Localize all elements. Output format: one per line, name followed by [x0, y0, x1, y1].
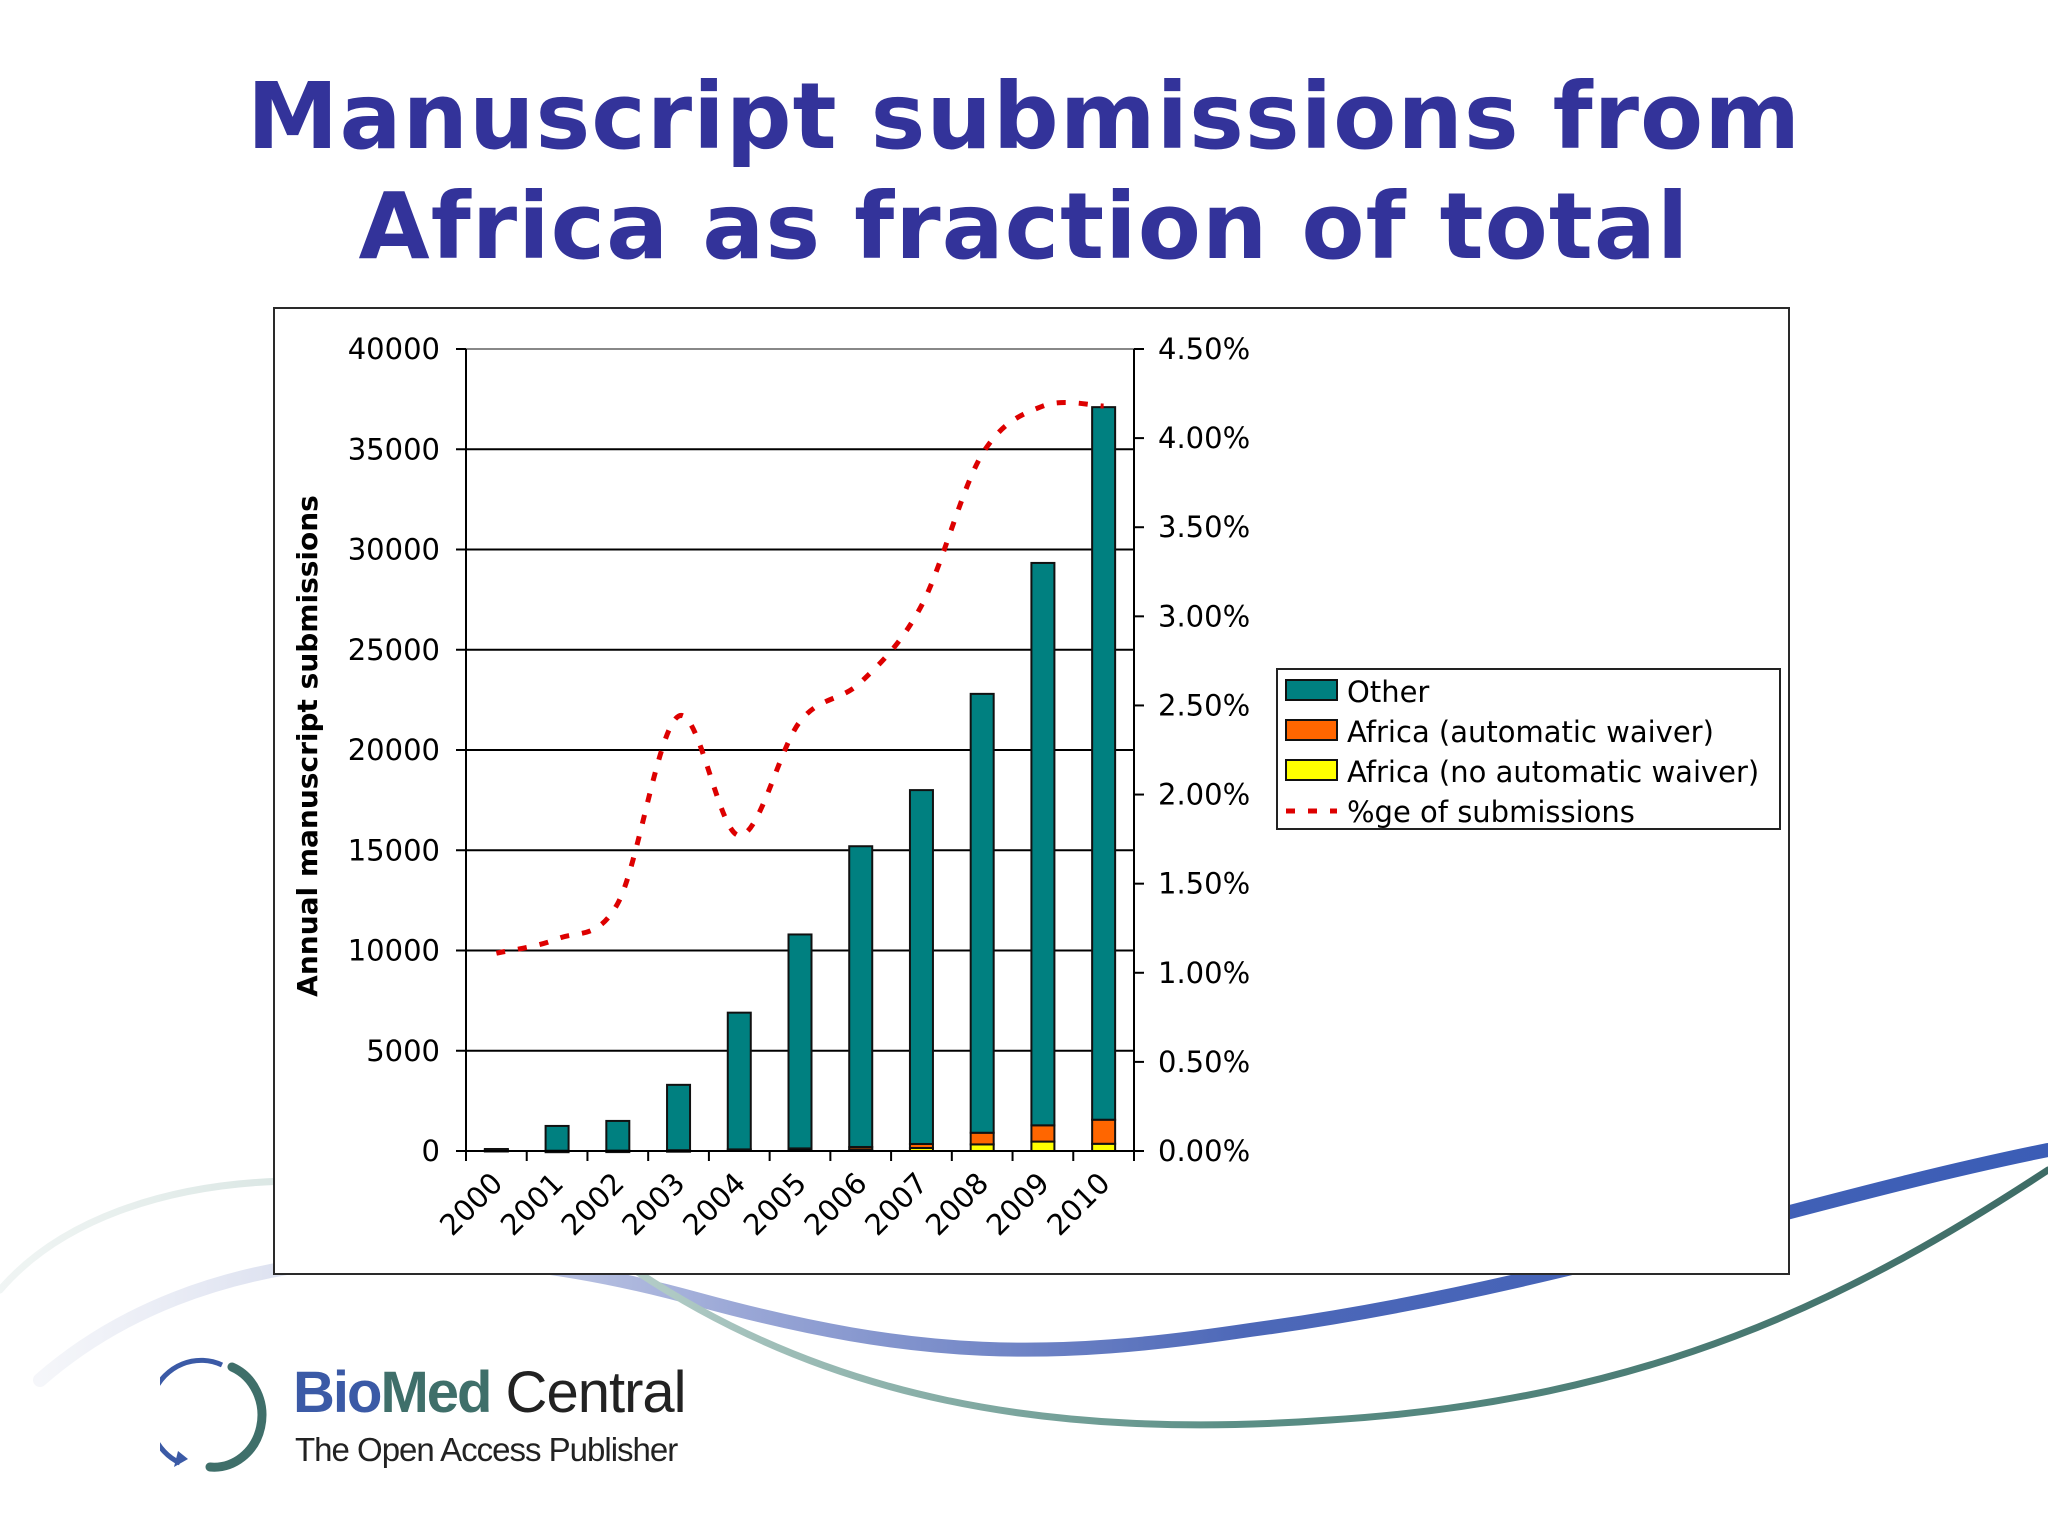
x-tick-label: 2007	[858, 1166, 934, 1242]
y-tick-label: 0	[422, 1134, 440, 1168]
percentage-line-series	[495, 400, 1104, 956]
bar-series	[483, 406, 1117, 1154]
y-tick-label: 5000	[366, 1034, 440, 1068]
x-axis-tick-labels: 2000200120022003200420052006200720082009…	[433, 1166, 1117, 1242]
y2-tick-label: 1.50%	[1158, 867, 1250, 901]
bar-segment	[605, 1119, 631, 1152]
bar-segment	[1091, 1118, 1117, 1145]
bar-segment	[1030, 1124, 1056, 1143]
axes	[456, 348, 1144, 1161]
left-axis-tick-labels: 0 5000 10000 15000 20000 25000 30000 35000 40000	[348, 332, 440, 1168]
bar-segment	[1030, 561, 1056, 1127]
y2-tick-label: 4.00%	[1158, 421, 1250, 455]
legend-swatch	[1285, 679, 1338, 701]
y2-tick-label: 1.00%	[1158, 956, 1250, 990]
bar-segment	[908, 789, 934, 1145]
y2-tick-label: 2.00%	[1158, 778, 1250, 812]
bar-stack-2003	[666, 1083, 692, 1153]
x-tick-label: 2006	[797, 1166, 873, 1242]
logo-ring-icon	[160, 1357, 267, 1472]
y-tick-label: 10000	[348, 934, 440, 968]
biomed-central-logo: BioMed Central The Open Access Publisher	[160, 1355, 720, 1475]
legend-item: Africa (no automatic waiver)	[1285, 755, 1759, 789]
legend-item: Africa (automatic waiver)	[1285, 715, 1714, 749]
bar-segment	[1091, 406, 1117, 1121]
logo-wordmark: BioMed Central	[293, 1360, 687, 1425]
logo-word-central: Central	[490, 1360, 687, 1425]
bar-segment	[666, 1083, 692, 1152]
bar-stack-2007	[908, 789, 934, 1153]
chart-legend: Other Africa (automatic waiver) Africa (no…	[1276, 668, 1781, 830]
bar-segment	[969, 692, 995, 1134]
bar-stack-2006	[848, 845, 874, 1152]
x-tick-label: 2004	[676, 1166, 752, 1242]
y-tick-label: 30000	[348, 533, 440, 567]
y-tick-label: 40000	[348, 332, 440, 366]
slide-title: Manuscript submissions from Africa as fr…	[0, 62, 2048, 282]
bar-segment	[787, 933, 813, 1150]
y2-tick-label: 0.00%	[1158, 1134, 1250, 1168]
logo-tagline: The Open Access Publisher	[295, 1431, 678, 1468]
x-tick-label: 2003	[615, 1166, 691, 1242]
legend-swatch	[1285, 719, 1338, 741]
y2-tick-label: 3.00%	[1158, 599, 1250, 633]
y-tick-label: 20000	[348, 733, 440, 767]
bar-stack-2002	[605, 1119, 631, 1154]
y2-tick-label: 2.50%	[1158, 688, 1250, 722]
y2-tick-label: 0.50%	[1158, 1045, 1250, 1079]
legend-item: %ge of submissions	[1286, 795, 1635, 829]
bar-segment	[1030, 1140, 1056, 1153]
bar-segment	[848, 845, 874, 1148]
y-tick-label: 15000	[348, 833, 440, 867]
x-tick-label: 2001	[494, 1166, 570, 1242]
slide-title-line-1: Manuscript submissions from	[246, 63, 1802, 170]
percentage-line	[495, 400, 1104, 956]
x-tick-label: 2005	[737, 1166, 813, 1242]
legend-label: Other	[1347, 675, 1429, 709]
y2-tick-label: 3.50%	[1158, 510, 1250, 544]
x-tick-label: 2009	[980, 1166, 1056, 1242]
y-tick-label: 35000	[348, 432, 440, 466]
legend-swatch	[1285, 759, 1338, 781]
bar-stack-2008	[969, 692, 995, 1153]
y-axis-title: Annual manuscript submissions	[291, 495, 324, 997]
logo-word-bio: Bio	[293, 1360, 382, 1425]
bar-segment	[726, 1011, 752, 1151]
x-tick-label: 2002	[555, 1166, 631, 1242]
legend-item: Other	[1285, 675, 1429, 709]
slide-title-line-2: Africa as fraction of total	[358, 173, 1690, 280]
x-tick-label: 2000	[433, 1166, 509, 1242]
bar-stack-2004	[726, 1011, 752, 1152]
bar-segment	[1091, 1142, 1117, 1152]
legend-label: Africa (no automatic waiver)	[1347, 755, 1759, 789]
bar-stack-2001	[544, 1124, 570, 1154]
legend-label: %ge of submissions	[1347, 795, 1635, 829]
logo-word-med: Med	[380, 1360, 492, 1425]
x-tick-label: 2010	[1040, 1166, 1116, 1242]
legend-label: Africa (automatic waiver)	[1347, 715, 1714, 749]
right-axis-tick-labels: 0.00% 0.50% 1.00% 1.50% 2.00% 2.50% 3.00% 3.50%…	[1158, 332, 1250, 1168]
y-tick-label: 25000	[348, 633, 440, 667]
legend-box	[1276, 668, 1781, 830]
bar-stack-2010	[1091, 406, 1117, 1152]
bar-stack-2009	[1030, 561, 1056, 1153]
x-tick-label: 2008	[919, 1166, 995, 1242]
bar-stack-2005	[787, 933, 813, 1153]
y2-tick-label: 4.50%	[1158, 332, 1250, 366]
bar-segment	[969, 1131, 995, 1146]
bar-segment	[544, 1124, 570, 1152]
